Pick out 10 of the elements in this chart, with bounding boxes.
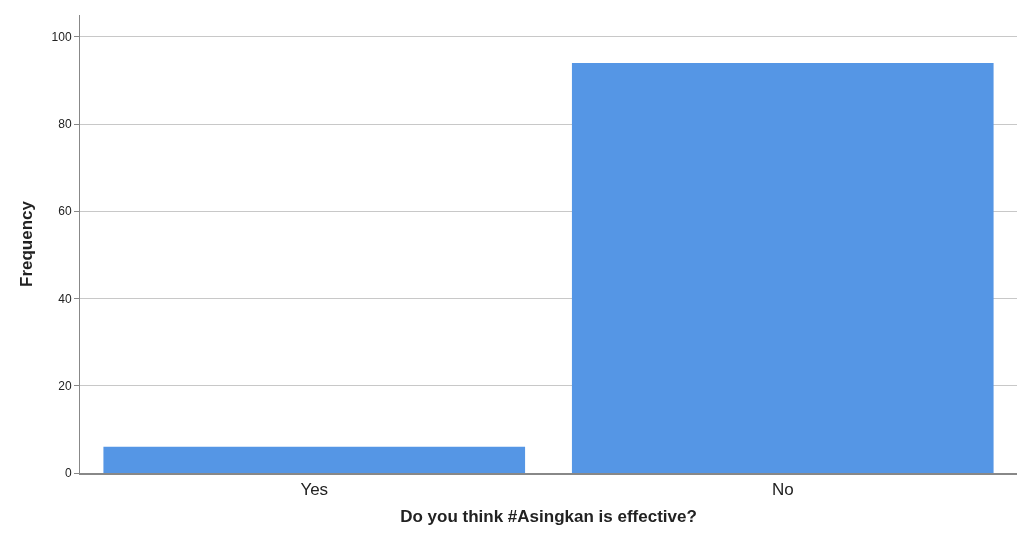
- y-tick-label: 100: [51, 30, 72, 45]
- y-tick-label: 0: [64, 466, 72, 481]
- x-axis-title: Do you think #Asingkan is effective?: [400, 507, 697, 527]
- y-axis-title: Frequency: [17, 200, 37, 287]
- x-tick-label: Yes: [300, 480, 329, 500]
- y-tick-label: 20: [58, 378, 72, 393]
- y-tick-label: 40: [58, 291, 72, 306]
- y-tick-label: 80: [58, 117, 72, 132]
- y-tick-label: 60: [58, 204, 72, 219]
- x-tick-label: No: [771, 480, 794, 500]
